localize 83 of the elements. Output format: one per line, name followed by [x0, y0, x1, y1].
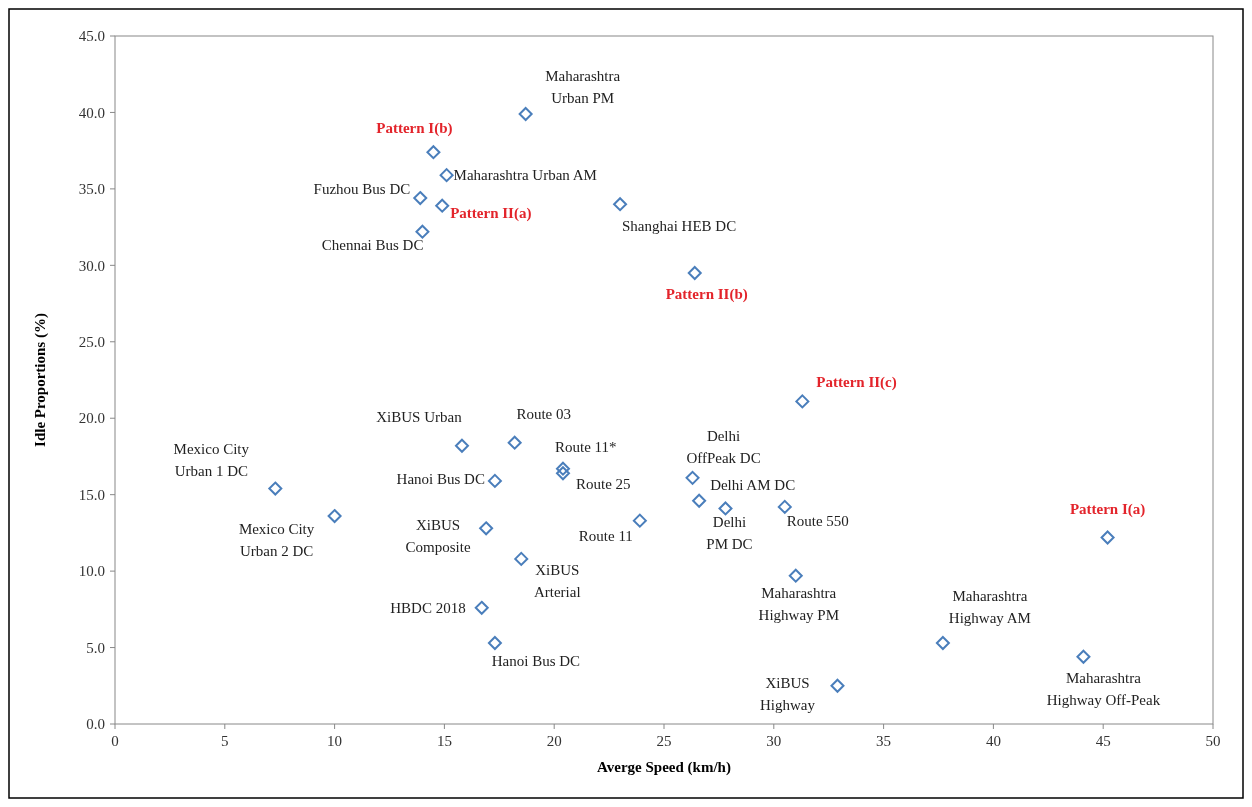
x-tick-label: 30: [766, 733, 782, 749]
point: [413, 191, 428, 206]
point: [487, 473, 502, 488]
x-tick-label: 35: [876, 733, 892, 749]
annotation: HBDC 2018: [390, 599, 466, 616]
annotation: Shanghai HEB DC: [621, 218, 737, 235]
point: [507, 435, 522, 450]
annotation: Delhi OffPeak DC: [686, 427, 761, 466]
annotation: Mexico City Urban 2 DC: [238, 521, 315, 560]
point: [555, 461, 570, 476]
x-tick-label: 40: [985, 733, 1001, 749]
point: [692, 493, 707, 508]
point: [439, 168, 454, 183]
annotation: Maharashtra Urban AM: [453, 167, 597, 184]
x-axis-title: Averge Speed (km/h): [597, 759, 731, 776]
point: [718, 501, 733, 516]
x-tick-label: 45: [1095, 733, 1111, 749]
point: [632, 513, 647, 528]
y-axis-title: Idle Proportions (%): [32, 313, 49, 447]
y-tick-label: 40.0: [78, 104, 105, 121]
annotation: Route 550: [786, 512, 849, 529]
annotation: Route 25: [575, 476, 631, 493]
point: [555, 466, 570, 481]
point: [1076, 649, 1091, 664]
annotation: Hanoi Bus DC: [491, 652, 581, 669]
y-tick-label: 20.0: [78, 410, 105, 427]
point: [327, 509, 342, 524]
point: [613, 197, 628, 212]
point: [479, 521, 494, 536]
x-tick-label: 50: [1205, 733, 1221, 749]
y-tick-label: 5.0: [86, 639, 105, 656]
point: [268, 481, 283, 496]
annotation: XiBUS Arterial: [533, 561, 581, 600]
annotation: Delhi PM DC: [706, 514, 753, 553]
annotation: Hanoi Bus DC: [396, 470, 485, 487]
annotation: Pattern I(b): [376, 120, 453, 138]
point: [788, 568, 803, 583]
y-tick-label: 30.0: [78, 257, 105, 274]
point: [426, 145, 441, 160]
annotation: Chennai Bus DC: [321, 236, 424, 253]
annotation: XiBUS Urban: [376, 408, 463, 425]
annotation: XiBUS Highway: [759, 674, 816, 713]
annotation: Maharashtra Highway AM: [948, 587, 1031, 626]
point: [514, 551, 529, 566]
annotation: Maharashtra Highway PM: [758, 584, 839, 623]
point: [474, 600, 489, 615]
annotation: Mexico City Urban 1 DC: [173, 440, 250, 479]
x-tick-label: 0: [111, 733, 119, 749]
annotation: Pattern II(b): [665, 285, 748, 303]
point: [935, 635, 950, 650]
y-tick-label: 15.0: [78, 486, 105, 503]
annotation: Route 03: [516, 405, 571, 422]
y-tick-label: 25.0: [78, 334, 105, 351]
point: [487, 635, 502, 650]
x-tick-label: 15: [436, 733, 452, 749]
point: [435, 198, 450, 213]
x-tick-label: 20: [546, 733, 562, 749]
point: [415, 224, 430, 239]
annotation: Route 11*: [554, 438, 617, 455]
y-tick-label: 10.0: [78, 563, 105, 580]
annotation: Pattern II(a): [450, 204, 532, 222]
annotation: Route 11: [578, 527, 633, 544]
point: [454, 438, 469, 453]
y-tick-label: 35.0: [78, 181, 105, 198]
annotation: Maharashtra Highway Off-Peak: [1046, 669, 1161, 708]
annotation: Delhi AM DC: [710, 476, 796, 493]
point: [777, 499, 792, 514]
annotation: Pattern I(a): [1069, 501, 1146, 519]
annotation: Pattern II(c): [816, 374, 897, 392]
point: [1100, 530, 1115, 545]
annotation: Fuzhou Bus DC: [313, 181, 411, 198]
x-tick-label: 10: [327, 733, 343, 749]
point: [795, 394, 810, 409]
point: [685, 470, 700, 485]
y-tick-label: 45.0: [78, 28, 105, 45]
x-tick-label: 25: [656, 733, 672, 749]
point: [518, 106, 533, 121]
x-tick-label: 5: [221, 733, 229, 749]
point: [830, 678, 845, 693]
annotation: Maharashtra Urban PM: [545, 67, 621, 106]
point: [687, 265, 702, 280]
y-tick-label: 0.0: [86, 716, 105, 733]
annotation: XiBUS Composite: [405, 517, 471, 556]
